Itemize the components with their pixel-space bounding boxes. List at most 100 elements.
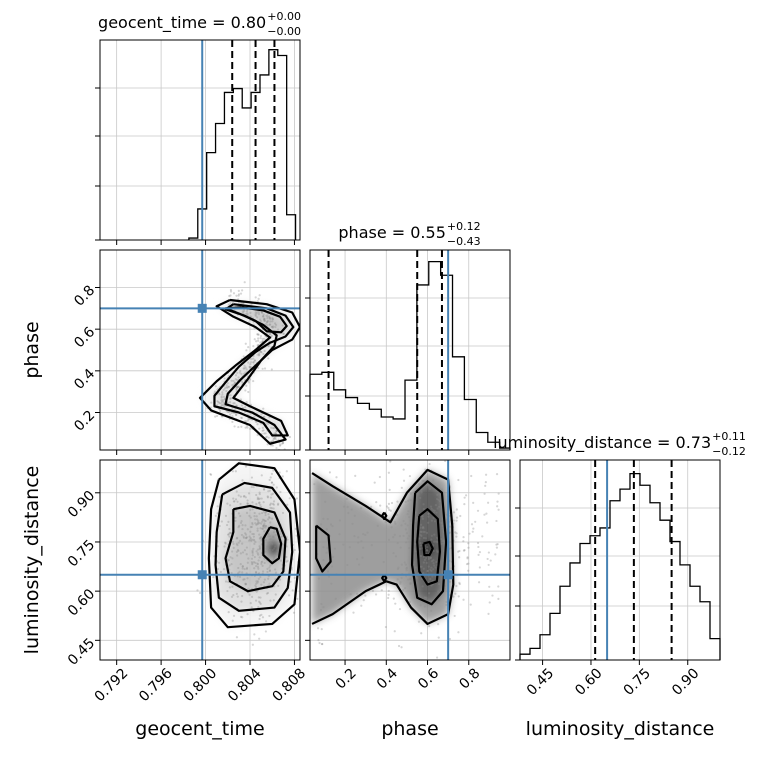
sample-point — [251, 501, 254, 504]
sample-point — [235, 385, 239, 388]
sample-point — [320, 628, 323, 631]
sample-point — [427, 521, 430, 524]
sample-point — [430, 569, 433, 573]
sample-point — [429, 556, 432, 559]
y-axis-label: luminosity_distance — [21, 466, 43, 655]
sample-point — [448, 637, 452, 641]
sample-point — [243, 367, 246, 370]
sample-point — [231, 470, 234, 473]
truth-marker — [197, 570, 207, 580]
sample-point — [261, 616, 265, 619]
sample-point — [428, 592, 431, 595]
sample-point — [484, 481, 487, 484]
sample-point — [251, 551, 254, 555]
sample-point — [272, 469, 275, 472]
sample-point — [452, 511, 456, 514]
sample-point — [235, 542, 238, 546]
sample-point — [270, 481, 274, 484]
sample-point — [435, 663, 437, 665]
sample-point — [210, 401, 213, 404]
sample-point — [218, 402, 221, 405]
sample-point — [231, 415, 234, 418]
sample-point — [342, 543, 345, 546]
sample-point — [266, 316, 269, 320]
sample-point — [400, 576, 403, 580]
sample-point — [357, 541, 360, 544]
sample-point — [425, 548, 429, 552]
sample-point — [251, 523, 254, 526]
sample-point — [331, 524, 334, 528]
sample-point — [247, 587, 250, 590]
sample-point — [409, 492, 413, 495]
sample-point — [405, 532, 409, 535]
sample-point — [221, 393, 224, 396]
sample-point — [256, 497, 259, 501]
sample-point — [494, 553, 497, 556]
sample-point — [435, 656, 439, 659]
sample-point — [420, 565, 423, 568]
hist-panel-luminosity_distance: luminosity_distance = 0.73 +0.11 −0.12 — [493, 430, 746, 665]
sample-point — [295, 497, 299, 500]
sample-point — [477, 545, 480, 549]
sample-point — [396, 567, 399, 571]
sample-point — [251, 563, 254, 566]
sample-point — [449, 525, 452, 528]
sample-point — [244, 532, 247, 535]
sample-point — [241, 567, 244, 570]
sample-point — [392, 597, 395, 600]
sample-point — [246, 426, 249, 429]
sample-point — [235, 387, 238, 390]
sample-point — [256, 552, 259, 555]
contour-line — [422, 540, 434, 557]
x-tick-label: 0.60 — [572, 665, 605, 698]
sample-point — [435, 540, 438, 543]
sample-point — [226, 401, 229, 404]
sample-point — [400, 563, 403, 566]
sample-point — [241, 565, 244, 568]
sample-point — [244, 524, 247, 527]
sample-point — [464, 494, 468, 497]
sample-point — [497, 597, 500, 600]
sample-point — [269, 332, 273, 335]
sample-point — [414, 550, 417, 553]
sample-point — [240, 416, 243, 419]
sample-point — [257, 596, 260, 599]
sample-point — [216, 512, 219, 515]
sample-point — [234, 413, 238, 416]
sample-point — [271, 318, 275, 321]
sample-point — [325, 551, 328, 554]
sample-point — [249, 530, 252, 533]
sample-point — [406, 524, 409, 527]
sample-point — [225, 523, 229, 527]
x-axis-label: luminosity_distance — [526, 718, 715, 740]
sample-point — [419, 541, 422, 545]
sample-point — [271, 317, 274, 321]
sample-point — [244, 389, 247, 392]
sample-point — [432, 568, 435, 571]
sample-point — [264, 432, 267, 435]
sample-point — [414, 519, 417, 523]
sample-point — [226, 410, 229, 414]
sample-point — [320, 642, 324, 646]
sample-point — [233, 402, 236, 405]
sample-point — [272, 500, 276, 503]
sample-point — [232, 497, 235, 500]
sample-point — [256, 433, 259, 437]
sample-point — [251, 549, 254, 552]
sample-point — [241, 527, 244, 531]
sample-point — [445, 513, 448, 516]
sample-point — [458, 581, 461, 584]
sample-point — [246, 612, 249, 616]
sample-point — [263, 318, 266, 321]
sample-point — [389, 509, 392, 512]
sample-point — [262, 524, 265, 528]
sample-point — [338, 533, 341, 536]
y-tick-label: 0.8 — [71, 282, 98, 309]
sample-point — [349, 593, 352, 596]
sample-point — [340, 456, 342, 458]
sample-point — [240, 600, 243, 603]
sample-point — [307, 576, 309, 578]
sample-point — [487, 501, 490, 504]
sample-point — [463, 549, 466, 552]
sample-point — [250, 595, 254, 599]
